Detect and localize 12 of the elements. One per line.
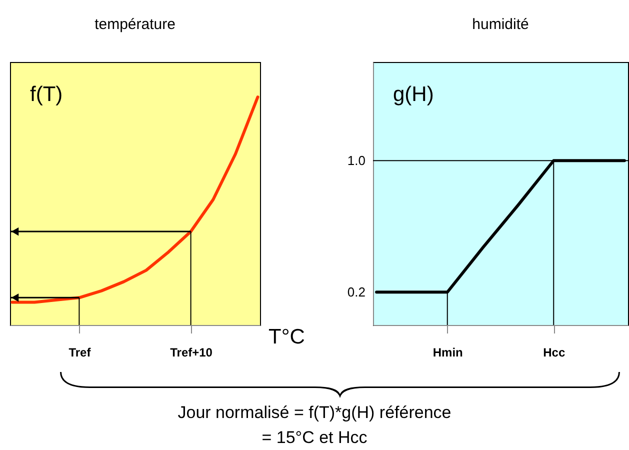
y-tick-label: 0.2 [347,284,366,300]
chart-title: humidité [472,16,529,33]
x-tick-label: Tref+10 [170,346,213,360]
y-axis-title: f(T) [30,83,63,106]
text: Jour normalisé = f(T)*g(H) référence = 15°C et Hcc [176,402,452,449]
x-axis-title: T°C [268,326,305,348]
x-tick-label: Hcc [543,346,566,360]
chart-title: température [94,16,176,33]
y-tick-label: 1.0 [347,153,366,168]
x-tick-label: Tref [68,346,92,360]
x-tick-label: Hmin [432,346,463,360]
y-axis-title: g(H) [393,83,434,106]
